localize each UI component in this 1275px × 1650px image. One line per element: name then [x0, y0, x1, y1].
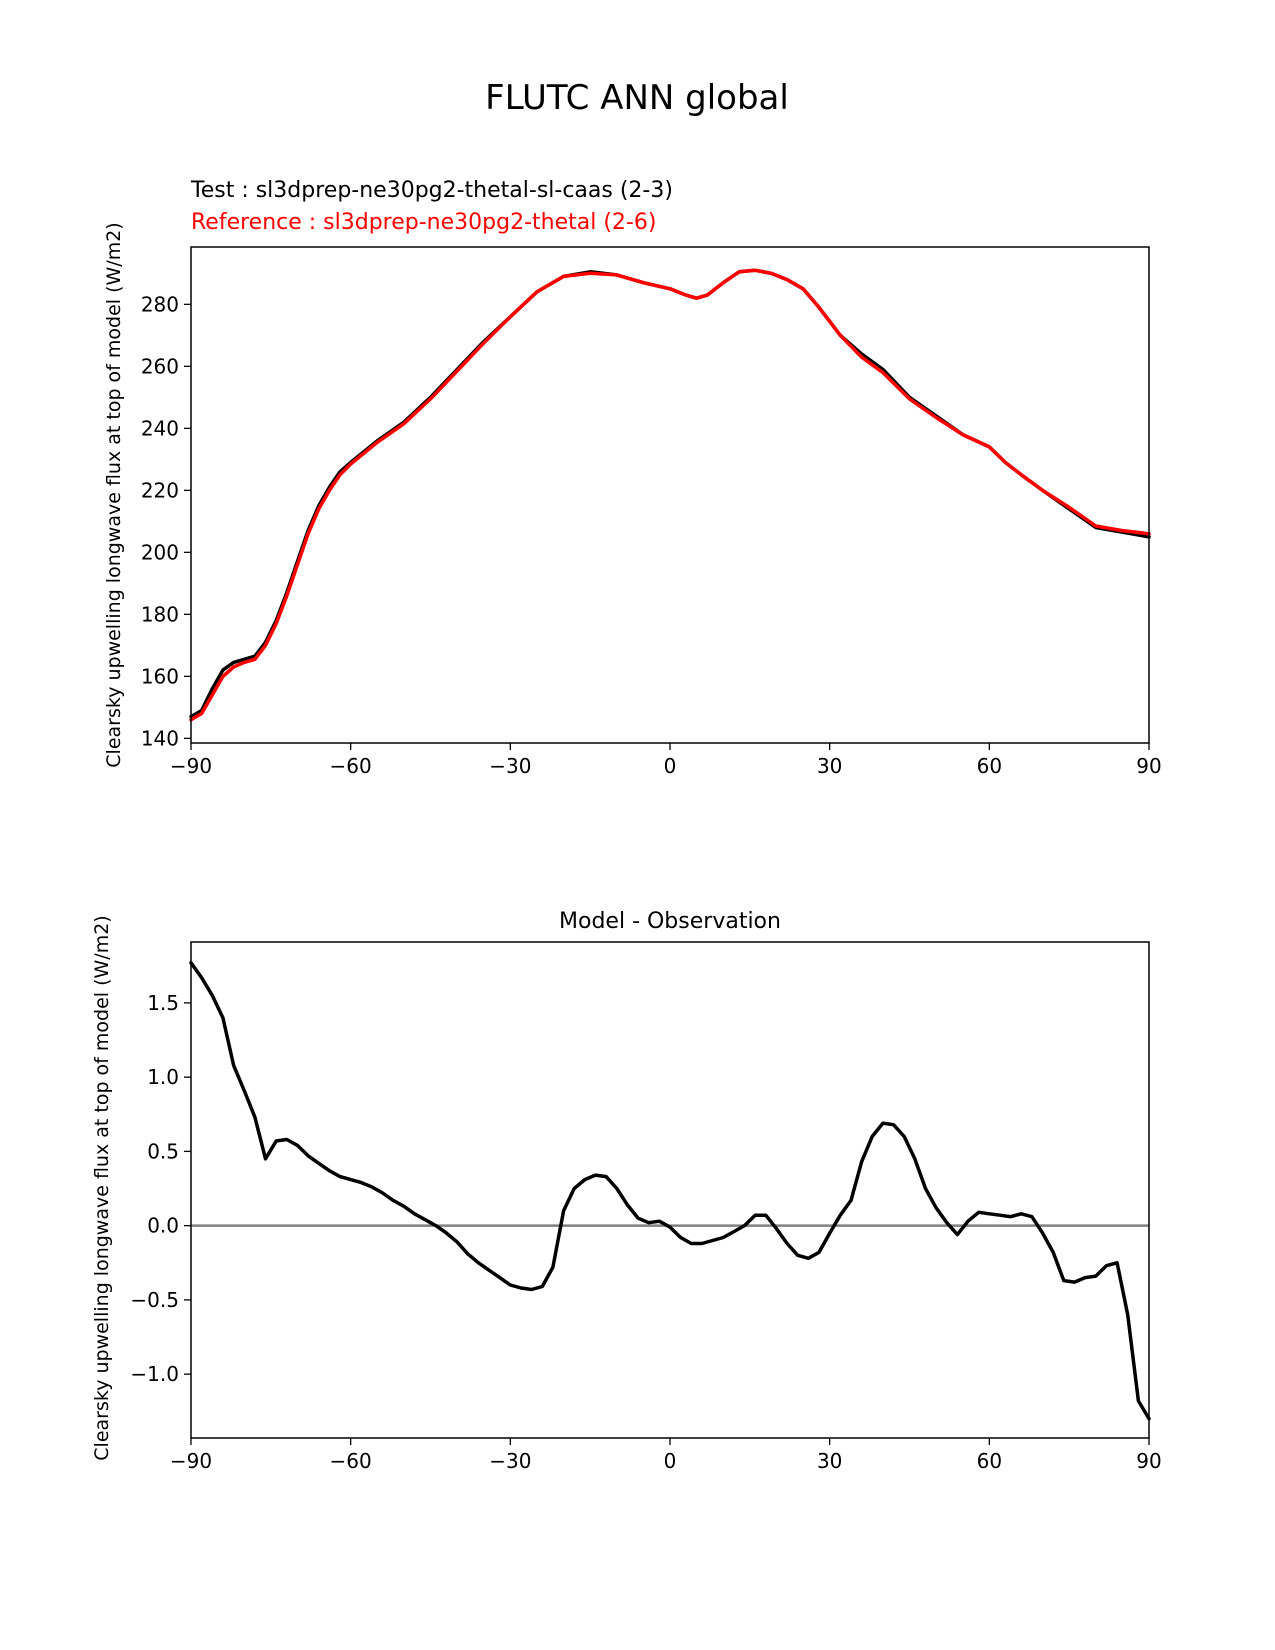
top-panel-test-title: Test : sl3dprep-ne30pg2-thetal-sl-caas (…	[190, 178, 673, 203]
top-panel-ticks: −90 −60 −30 0 30 60 90 140 160 180 200 220 240 260 280	[141, 292, 1162, 778]
top-panel-ylabel: Clearsky upwelling longwave flux at top …	[103, 222, 125, 767]
bottom-panel-xtick-label: −30	[489, 1449, 531, 1473]
top-panel-ytick-label: 260	[141, 354, 179, 378]
bottom-panel-xtick-label: −60	[330, 1449, 372, 1473]
top-panel: Test : sl3dprep-ne30pg2-thetal-sl-caas (…	[103, 178, 1162, 778]
bottom-panel-xtick-label: 60	[977, 1449, 1002, 1473]
top-panel-ytick-label: 280	[141, 292, 179, 316]
top-panel-xtick-label: −30	[489, 754, 531, 778]
bottom-panel-ytick-label: 1.5	[147, 991, 179, 1015]
top-panel-ytick-label: 140	[141, 726, 179, 750]
figure-suptitle: FLUTC ANN global	[485, 78, 789, 118]
top-panel-ytick-label: 200	[141, 540, 179, 564]
bottom-panel-ytick-label: 1.0	[147, 1065, 179, 1089]
top-panel-frame	[190, 246, 1150, 744]
bottom-panel-ylabel: Clearsky upwelling longwave flux at top …	[91, 915, 113, 1460]
top-panel-xtick-label: 60	[977, 754, 1002, 778]
bottom-panel-title: Model - Observation	[559, 909, 781, 934]
bottom-panel: Model - Observation Clearsky upwelling l…	[91, 909, 1162, 1473]
top-panel-xtick-label: −60	[330, 754, 372, 778]
bottom-panel-ytick-label: −0.5	[130, 1288, 179, 1312]
top-panel-ytick-label: 180	[141, 602, 179, 626]
top-panel-ytick-label: 220	[141, 478, 179, 502]
bottom-panel-xtick-label: 30	[817, 1449, 842, 1473]
bottom-panel-lines	[189, 961, 1151, 1421]
bottom-panel-ytick-label: 0.0	[147, 1214, 179, 1238]
top-panel-xtick-label: 30	[817, 754, 842, 778]
bottom-panel-ytick-label: 0.5	[147, 1139, 179, 1163]
top-panel-xtick-label: −90	[170, 754, 212, 778]
bottom-panel-frame	[190, 941, 1150, 1439]
top-panel-xtick-label: 90	[1136, 754, 1161, 778]
top-panel-xtick-label: 0	[664, 754, 677, 778]
bottom-panel-xtick-label: −90	[170, 1449, 212, 1473]
bottom-panel-xtick-label: 0	[664, 1449, 677, 1473]
bottom-panel-ytick-label: −1.0	[130, 1362, 179, 1386]
bottom-panel-series-line-difference	[189, 961, 1151, 1421]
top-panel-series-line-reference	[189, 268, 1151, 722]
top-panel-ytick-label: 240	[141, 416, 179, 440]
bottom-panel-ticks: −90 −60 −30 0 30 60 90 −1.0 −0.5 0.0 0.5 1.0 1.5	[130, 991, 1161, 1473]
bottom-panel-xtick-label: 90	[1136, 1449, 1161, 1473]
top-panel-lines	[189, 268, 1151, 722]
top-panel-ytick-label: 160	[141, 664, 179, 688]
top-panel-reference-title: Reference : sl3dprep-ne30pg2-thetal (2-6…	[191, 210, 656, 235]
